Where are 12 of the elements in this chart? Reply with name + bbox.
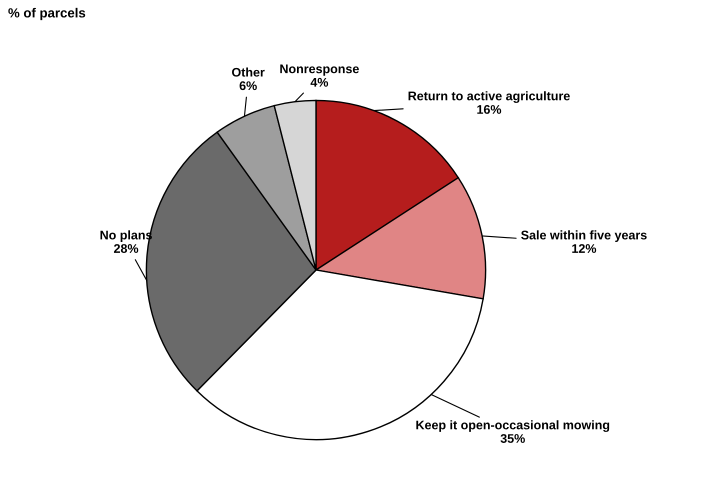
- slice-label: Return to active agriculture: [408, 91, 570, 103]
- data-label: 28%: [114, 244, 138, 253]
- data-label: 16%: [477, 105, 502, 114]
- data-label: 4%: [310, 78, 328, 87]
- data-label: 12%: [572, 244, 596, 253]
- slice-label: Nonresponse: [280, 64, 359, 76]
- slice-label: Other: [232, 67, 265, 77]
- chart-title: % of parcels: [8, 8, 86, 20]
- data-label: 6%: [240, 81, 257, 90]
- data-label: 35%: [500, 434, 525, 443]
- slice-label: Keep it open-occasional mowing: [416, 420, 610, 432]
- slice-label: Sale within five years: [521, 230, 647, 242]
